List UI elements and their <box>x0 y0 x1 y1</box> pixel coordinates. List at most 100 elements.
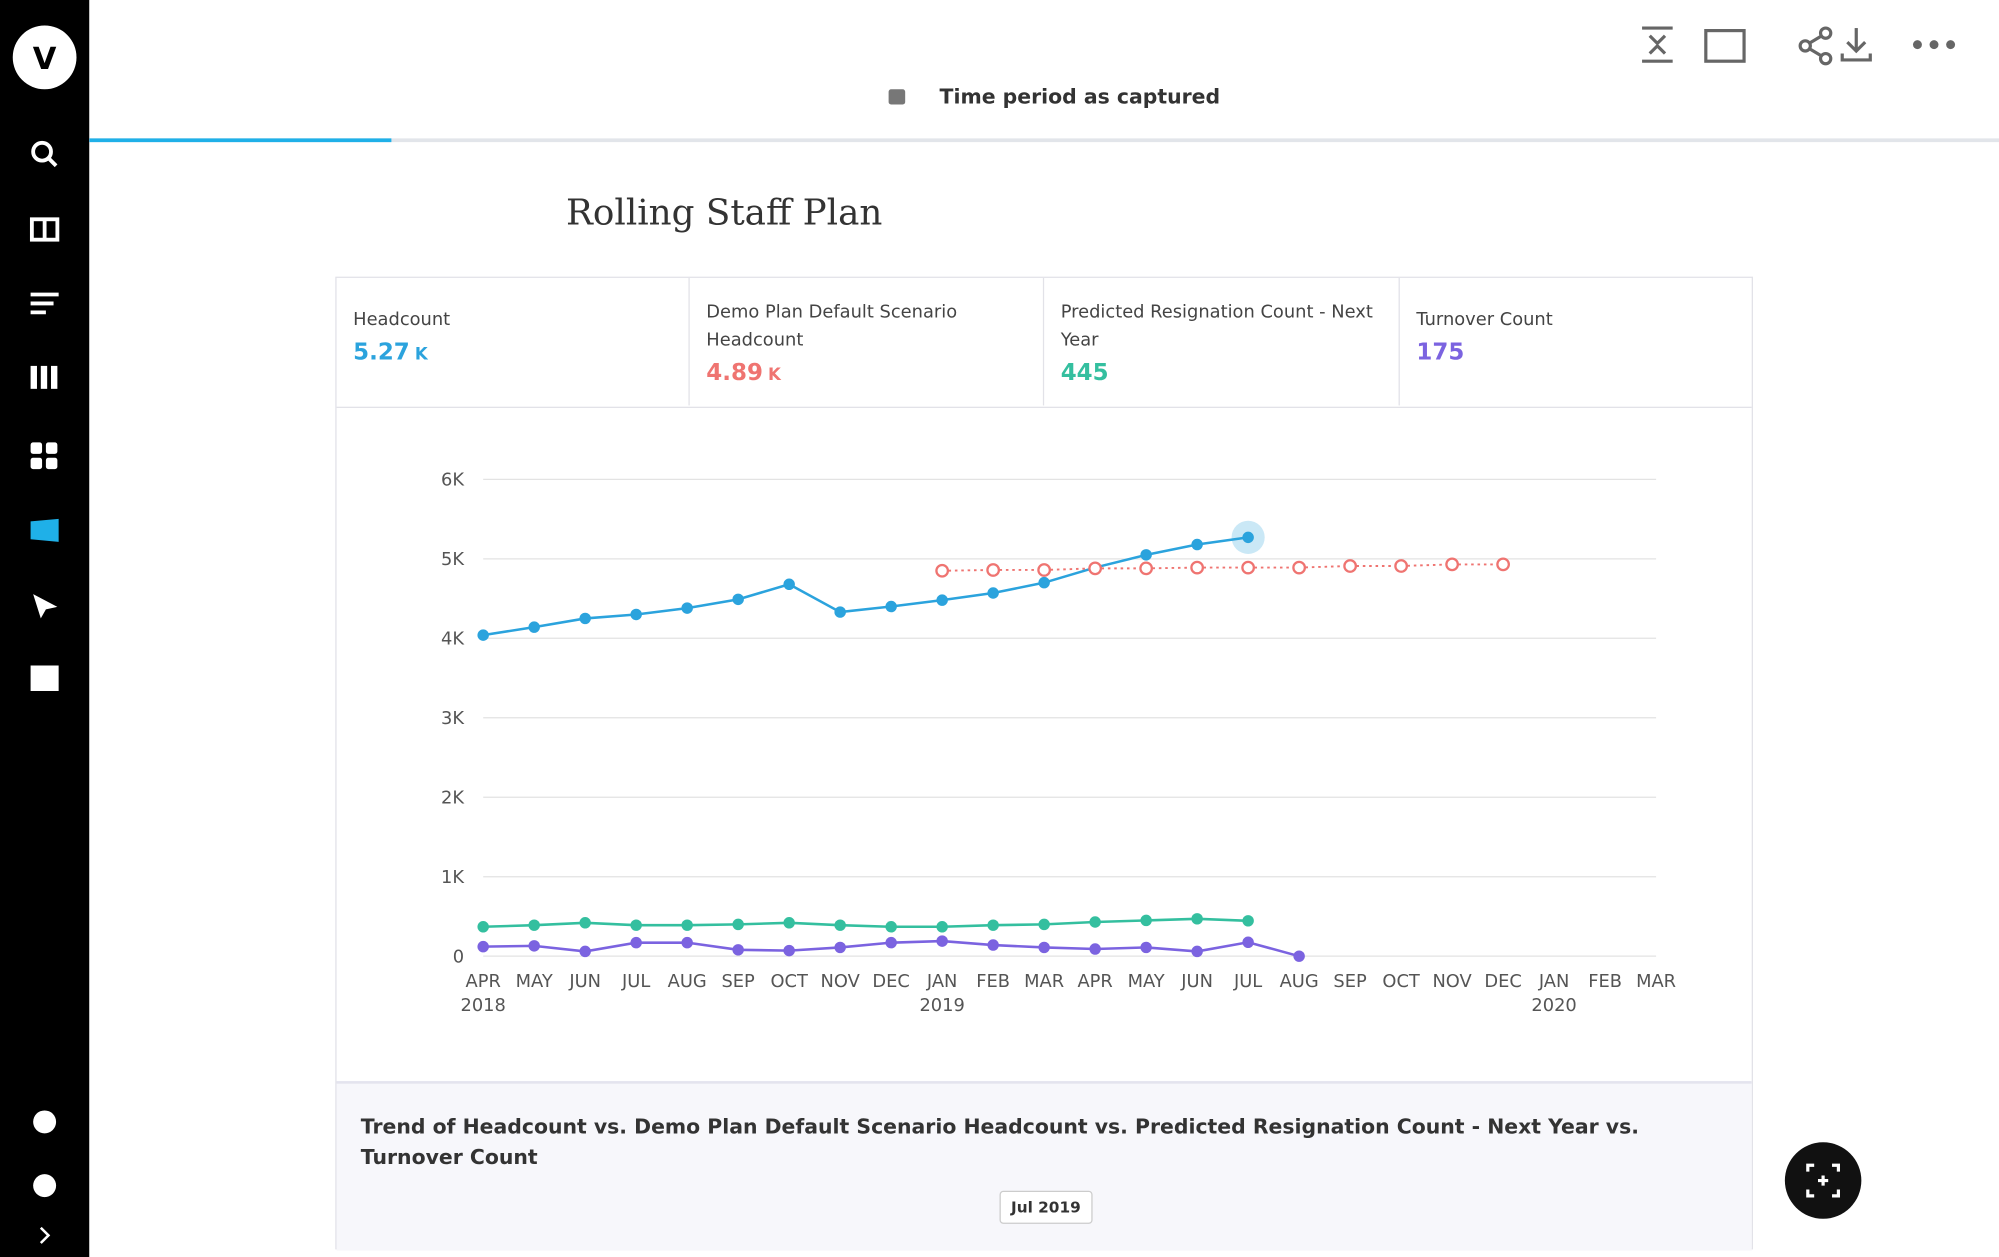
point <box>579 612 591 625</box>
point <box>1191 945 1203 958</box>
y-tick-label: 4K <box>441 629 465 650</box>
point <box>630 919 642 931</box>
user-icon[interactable] <box>33 1174 57 1198</box>
kpi-card[interactable]: Turnover Count 175 <box>1400 278 1752 405</box>
kpi-label: Headcount <box>353 309 451 331</box>
chart-card: Headcount 5.27 K Demo Plan Default Scenario… <box>335 276 1753 1251</box>
point <box>579 945 591 958</box>
sidebar: V <box>0 0 90 1257</box>
point <box>935 563 950 578</box>
fab[interactable] <box>1772 1130 1874 1232</box>
help-icon[interactable] <box>33 1110 57 1134</box>
x-tick-label: AUG <box>1280 971 1319 992</box>
point <box>1038 576 1050 589</box>
point <box>1190 560 1205 575</box>
main: Time period as captured Rolling Staff Pl… <box>89 0 1999 1257</box>
kpi-unit: K <box>768 365 781 386</box>
point <box>1343 559 1358 573</box>
point <box>936 935 948 947</box>
point <box>1293 950 1305 962</box>
point <box>732 944 744 956</box>
point <box>1140 914 1152 927</box>
point <box>528 940 540 952</box>
x-tick-label: JAN 2019 <box>919 971 964 1016</box>
period-label[interactable]: Time period as captured <box>939 84 1221 109</box>
more-icon[interactable] <box>1912 40 1956 50</box>
share-icon[interactable] <box>1798 26 1833 66</box>
chart-footer: Trend of Headcount vs. Demo Plan Default… <box>336 1081 1752 1251</box>
series-line <box>482 536 1249 637</box>
point <box>1088 561 1103 576</box>
x-tick-year: 2018 <box>460 995 505 1016</box>
y-tick-label: 2K <box>441 788 465 809</box>
y-tick-label: 1K <box>441 867 465 888</box>
y-tick-label: 0 <box>453 947 464 968</box>
point <box>630 936 642 949</box>
kpi-row: Headcount 5.27 K Demo Plan Default Scenario… <box>336 277 1752 408</box>
search-icon[interactable] <box>31 140 53 163</box>
kpi-number: 445 <box>1060 359 1109 387</box>
download-icon[interactable] <box>1840 28 1872 62</box>
x-tick-label: DEC <box>872 971 909 992</box>
x-tick-label: OCT <box>770 971 807 992</box>
kpi-label: Turnover Count <box>1416 309 1553 331</box>
x-tick-label: APR 2018 <box>460 971 505 1016</box>
logo-text: V <box>33 42 57 77</box>
x-tick-label: FEB <box>976 971 1010 992</box>
x-tick-label: AUG <box>668 971 707 992</box>
point <box>936 921 948 933</box>
x-tick-label: SEP <box>721 971 755 992</box>
image-icon[interactable] <box>1704 29 1746 63</box>
sidebar-icons: V <box>12 25 77 1244</box>
point <box>1038 918 1050 931</box>
kpi-value: 5.27 K <box>353 339 672 366</box>
kpi-unit: K <box>414 345 428 365</box>
kpi-card[interactable]: Demo Plan Default Scenario Headcount 4.89… <box>690 277 1045 406</box>
point <box>1242 936 1254 949</box>
x-tick-label: JAN 2020 <box>1531 971 1576 1016</box>
y-tick-label: 6K <box>441 470 465 491</box>
logo[interactable] <box>12 25 77 90</box>
dashboard-icon[interactable] <box>30 442 58 470</box>
chart-title: Rolling Staff Plan <box>566 191 883 234</box>
point <box>834 941 846 954</box>
point <box>987 587 999 599</box>
point <box>1191 913 1203 925</box>
export-icon[interactable] <box>30 665 59 691</box>
point <box>1038 941 1050 954</box>
point <box>1445 557 1459 572</box>
x-tick-month: JAN <box>1538 971 1569 992</box>
storyboard-icon[interactable] <box>30 518 59 542</box>
kpi-value: 4.89 K <box>706 360 1026 387</box>
x-tick-label: NOV <box>821 971 861 992</box>
apps-icon[interactable] <box>30 365 58 389</box>
kpi-value: 175 <box>1416 339 1735 366</box>
point <box>783 944 795 957</box>
kpi-card[interactable]: Predicted Resignation Count - Next Year 4… <box>1044 277 1400 406</box>
point <box>987 919 999 931</box>
point <box>1037 563 1052 577</box>
x-tick-label: DEC <box>1484 971 1521 992</box>
x-tick-label: JUN <box>1180 971 1213 992</box>
kpi-card[interactable]: Headcount 5.27 K <box>337 277 690 406</box>
x-tick-label: JUL <box>1233 971 1262 992</box>
x-tick-label: OCT <box>1382 971 1419 992</box>
point <box>1089 943 1101 955</box>
x-tick-label: NOV <box>1432 971 1472 992</box>
calendar-icon <box>888 89 906 105</box>
point <box>1242 915 1254 927</box>
selected-period[interactable]: Jul 2019 <box>999 1190 1093 1224</box>
expand-icon[interactable] <box>39 1226 51 1244</box>
pen-icon[interactable] <box>33 594 58 619</box>
kpi-label: Predicted Resignation Count - Next Year <box>1060 302 1373 351</box>
point <box>1089 916 1101 928</box>
point <box>1394 559 1408 573</box>
kpi-number: 175 <box>1416 339 1465 366</box>
fit-icon[interactable] <box>1642 26 1673 63</box>
point <box>1191 538 1203 551</box>
point <box>834 606 846 618</box>
point <box>477 921 489 933</box>
point <box>681 936 693 949</box>
point <box>732 918 744 931</box>
